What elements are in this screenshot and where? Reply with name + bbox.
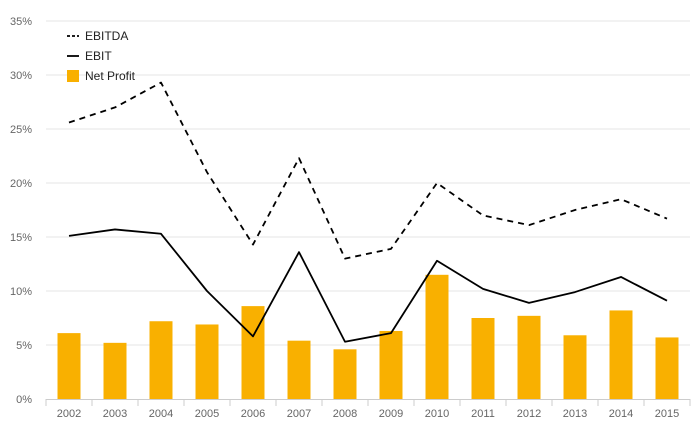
x-tick-label: 2010	[425, 408, 449, 420]
y-tick-label: 20%	[10, 178, 32, 190]
y-axis: 0% 5% 10% 15% 20% 25% 30% 35%	[10, 16, 32, 406]
x-tick-label: 2003	[103, 408, 127, 420]
x-tick-label: 2014	[609, 408, 633, 420]
net-profit-bar	[471, 318, 495, 399]
ebit-line	[68, 228, 668, 343]
net-profit-bar	[517, 315, 541, 399]
y-tick-label: 5%	[16, 340, 32, 352]
x-tick-label: 2013	[563, 408, 587, 420]
net-profit-bar	[149, 321, 173, 399]
legend-label: EBITDA	[85, 29, 128, 43]
legend-swatch-net-profit	[67, 70, 79, 82]
y-tick-label: 15%	[10, 232, 32, 244]
y-tick-label: 35%	[10, 16, 32, 28]
legend: EBITDA EBIT Net Profit	[67, 29, 136, 83]
x-tick-label: 2005	[195, 408, 219, 420]
x-tick-label: 2011	[471, 408, 495, 420]
legend-label: EBIT	[85, 49, 112, 63]
net-profit-bar	[57, 333, 81, 399]
x-tick-label: 2004	[149, 408, 173, 420]
x-tick-label: 2012	[517, 408, 541, 420]
x-tick-label: 2015	[655, 408, 679, 420]
net-profit-bar	[287, 340, 311, 399]
net-profit-bar	[103, 342, 127, 399]
net-profit-bar	[655, 337, 679, 399]
net-profit-bar	[333, 349, 357, 399]
net-profit-bar	[425, 274, 449, 399]
ebitda-line	[68, 81, 668, 260]
x-tick-label: 2009	[379, 408, 403, 420]
y-tick-label: 10%	[10, 286, 32, 298]
y-tick-label: 25%	[10, 124, 32, 136]
series-lines	[68, 81, 668, 343]
legend-label: Net Profit	[85, 69, 136, 83]
net-profit-bar	[195, 324, 219, 399]
x-tick-label: 2002	[57, 408, 81, 420]
net-profit-bars	[57, 274, 679, 399]
y-tick-label: 30%	[10, 70, 32, 82]
x-tick-label: 2007	[287, 408, 311, 420]
x-axis: 2002 2003 2004 2005 2006 2007 2008 2009 2010 2011…	[45, 399, 691, 420]
net-profit-bar	[379, 330, 403, 399]
net-profit-bar	[609, 310, 633, 399]
y-tick-label: 0%	[16, 394, 32, 406]
net-profit-bar	[563, 335, 587, 399]
net-profit-bar	[241, 306, 265, 399]
x-tick-label: 2006	[241, 408, 265, 420]
gridlines	[46, 20, 690, 346]
x-tick-label: 2008	[333, 408, 357, 420]
